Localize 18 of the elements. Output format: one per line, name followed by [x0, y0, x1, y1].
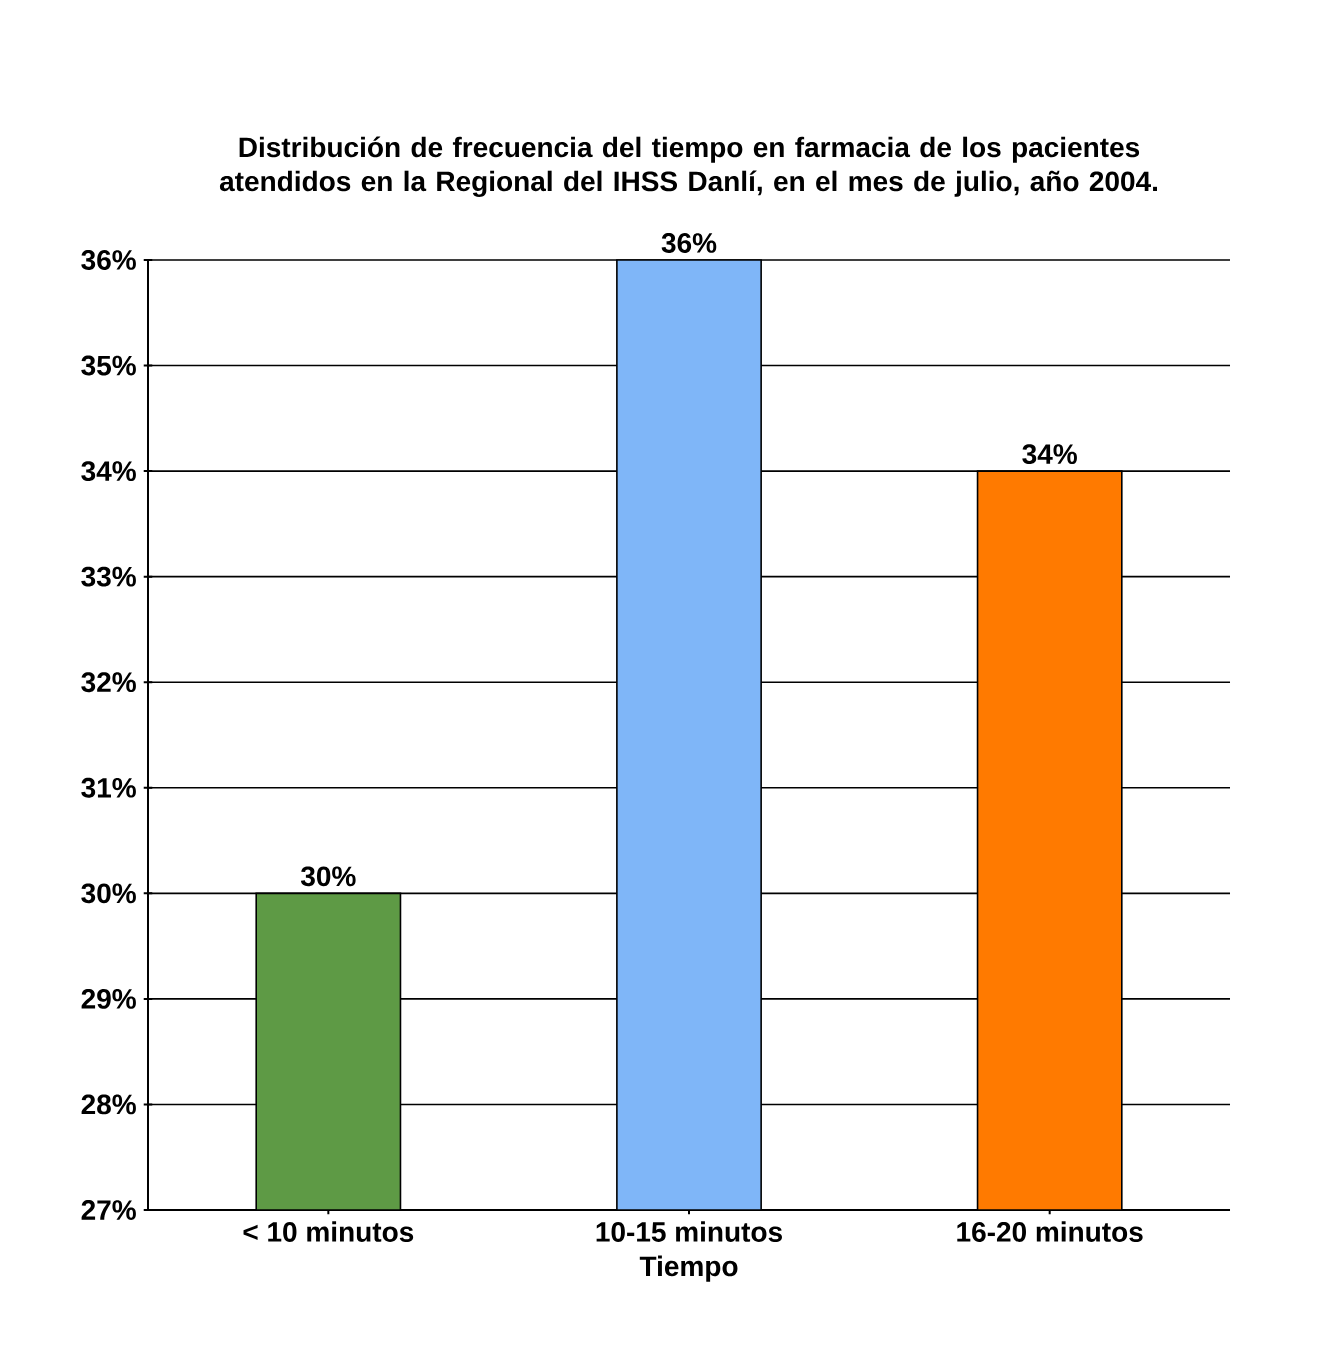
x-tick-label: 16-20 minutos	[957, 1221, 1143, 1242]
data-label: 36%	[661, 233, 717, 253]
y-tick-label: 35%	[81, 355, 136, 376]
y-tick-label: 30%	[81, 883, 136, 904]
y-tick-label: 31%	[81, 777, 136, 798]
y-tick-label: 32%	[81, 672, 136, 693]
y-tick-label: 36%	[81, 250, 136, 270]
y-tick-label: 33%	[81, 566, 136, 587]
data-label: 30%	[300, 866, 356, 887]
data-label: 34%	[1022, 444, 1077, 465]
y-tick-label: 28%	[81, 1094, 136, 1115]
y-tick-label: 27%	[81, 1200, 136, 1220]
x-axis-title: Tiempo	[639, 1255, 738, 1282]
y-tick-label: 34%	[81, 461, 136, 482]
x-tick-label: < 10 minutos	[243, 1221, 414, 1242]
x-tick-label: 10-15 minutos	[596, 1221, 782, 1242]
y-tick-label: 29%	[81, 988, 136, 1009]
chart-title: Distribución de frecuencia del tiempo en farmacia de los pacientes atendidos en la Regional del IHSS Danlí, en el mes de julio, año 2004.	[219, 136, 1157, 197]
